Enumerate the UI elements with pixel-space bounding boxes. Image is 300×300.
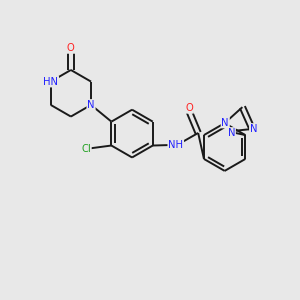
Text: N: N <box>228 128 235 138</box>
Text: N: N <box>250 124 257 134</box>
Text: N: N <box>87 100 95 110</box>
Text: HN: HN <box>43 76 58 87</box>
Text: NH: NH <box>168 140 183 150</box>
Text: Cl: Cl <box>81 143 91 154</box>
Text: N: N <box>221 118 229 128</box>
Text: O: O <box>185 103 193 113</box>
Text: O: O <box>67 43 75 53</box>
